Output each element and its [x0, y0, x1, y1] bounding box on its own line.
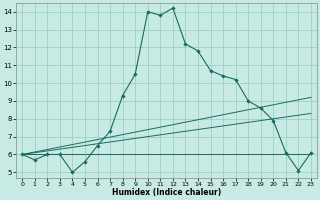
- X-axis label: Humidex (Indice chaleur): Humidex (Indice chaleur): [112, 188, 221, 197]
